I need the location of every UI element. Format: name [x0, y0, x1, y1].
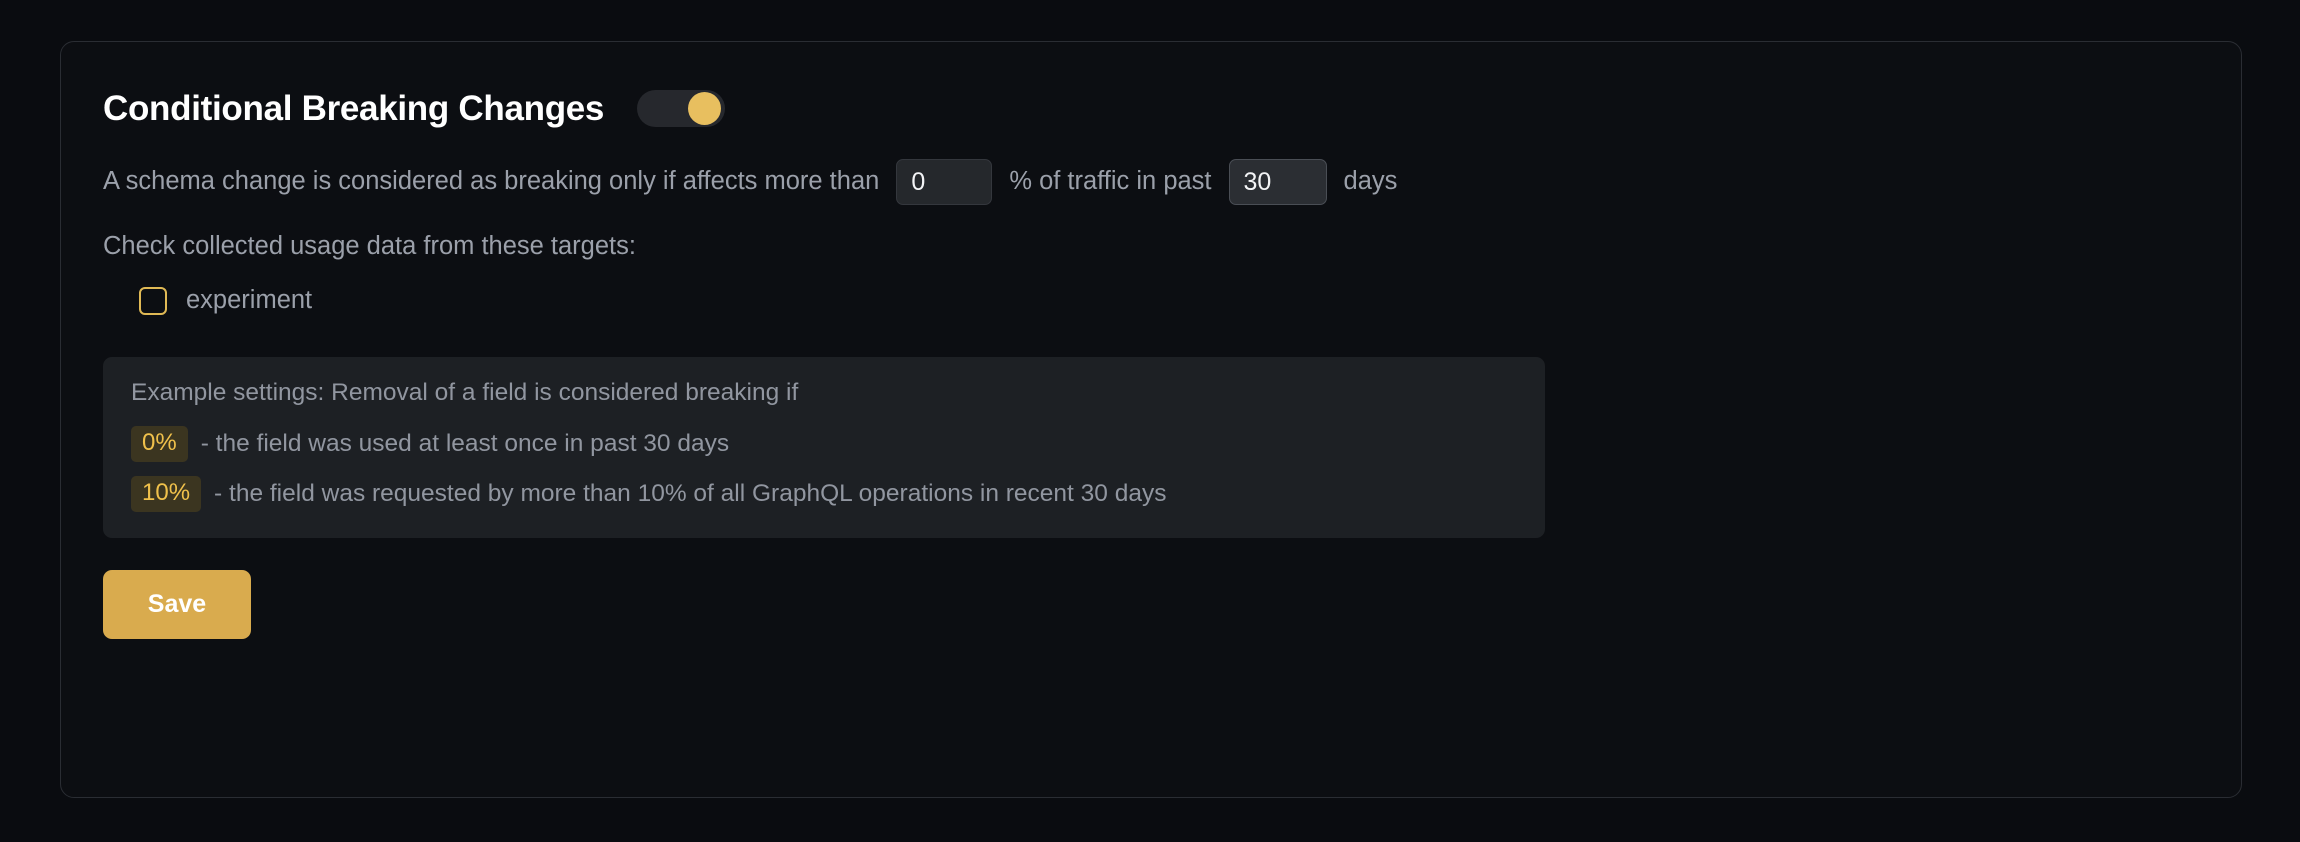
example-heading: Example settings: Removal of a field is … — [131, 378, 799, 406]
breaking-threshold-row: A schema change is considered as breakin… — [103, 159, 2199, 205]
example-badge: 0% — [131, 426, 188, 462]
target-checkbox-experiment[interactable] — [139, 286, 167, 315]
page-title: Conditional Breaking Changes — [103, 88, 605, 128]
target-item-experiment[interactable]: experiment — [139, 285, 2199, 315]
example-line: 0% - the field was used at least once in… — [131, 426, 1517, 462]
threshold-prefix-label: A schema change is considered as breakin… — [103, 167, 880, 196]
card-content: Conditional Breaking Changes A schema ch… — [103, 84, 2199, 797]
conditional-breaking-changes-toggle[interactable] — [637, 89, 726, 127]
percentage-input[interactable] — [896, 159, 993, 205]
threshold-middle-label: % of traffic in past — [1009, 167, 1212, 196]
card-header: Conditional Breaking Changes — [103, 84, 2199, 132]
conditional-breaking-changes-card: Conditional Breaking Changes A schema ch… — [60, 41, 2242, 798]
period-days-input[interactable] — [1228, 159, 1327, 205]
example-line: 10% - the field was requested by more th… — [131, 476, 1517, 512]
toggle-knob — [688, 91, 722, 125]
threshold-suffix-label: days — [1343, 167, 1398, 196]
example-settings-box: Example settings: Removal of a field is … — [103, 356, 1545, 538]
target-label-experiment: experiment — [186, 285, 313, 314]
save-button[interactable]: Save — [103, 570, 251, 639]
targets-section-label: Check collected usage data from these ta… — [103, 232, 636, 260]
example-badge: 10% — [131, 476, 202, 512]
example-line-text: - the field was requested by more than 1… — [214, 479, 1167, 507]
example-line-text: - the field was used at least once in pa… — [200, 429, 730, 457]
